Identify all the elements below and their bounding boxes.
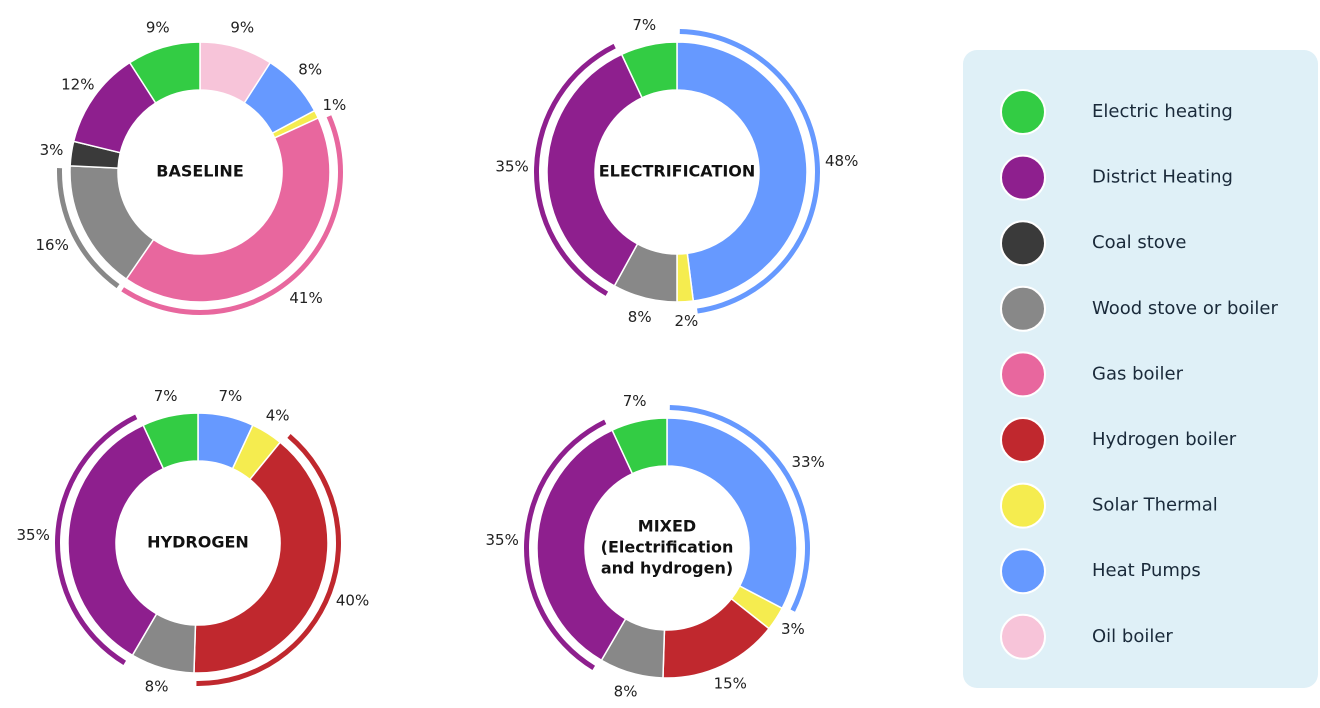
center-title: BASELINE [156,162,244,181]
value-label: 12% [61,75,94,93]
center-title: and hydrogen) [601,559,733,578]
value-label: 41% [289,289,322,307]
donut-segment [620,41,678,99]
donut-segment [67,424,165,657]
legend-label: Coal stove [1092,232,1187,253]
legend-swatch [1000,482,1046,529]
donut-segment [611,417,668,475]
value-label: 3% [40,141,64,159]
legend-label: Hydrogen boiler [1092,429,1237,450]
legend-box [963,50,1318,688]
outer-arc [57,168,120,289]
value-label: 4% [266,406,290,424]
donut-segment [546,53,644,287]
legend-swatch [1000,89,1046,135]
legend-swatch [1000,351,1046,398]
legend-label: Heat Pumps [1092,560,1201,581]
value-label: 7% [219,387,243,405]
value-label: 2% [675,312,699,330]
value-label: 7% [632,16,656,34]
value-label: 1% [323,96,347,114]
legend-label: Oil boiler [1092,626,1173,647]
legend-swatch [1000,613,1046,660]
value-label: 8% [614,683,638,701]
outer-arc [534,43,616,296]
legend-label: Solar Thermal [1092,495,1218,516]
outer-arc [54,414,138,666]
legend-label: Wood stove or boiler [1092,298,1278,319]
donut-segment [128,41,201,105]
value-label: 15% [714,675,747,693]
donut-segment [125,117,331,303]
value-label: 16% [35,236,68,254]
legend-label: District Heating [1092,167,1233,188]
value-label: 33% [791,453,824,471]
donut-segment [676,41,808,302]
value-label: 40% [336,591,369,609]
value-label: 35% [17,526,50,544]
legend-swatch [1000,154,1046,201]
value-label: 8% [145,678,169,696]
legend-swatch [1000,548,1046,595]
value-label: 35% [486,531,519,549]
value-label: 7% [623,392,647,410]
center-title: MIXED [638,517,696,536]
legend-swatch [1000,417,1046,463]
legend-swatch [1000,285,1046,332]
legend-label: Gas boiler [1092,363,1184,384]
donut-segment [666,417,798,610]
outer-arc [669,405,810,612]
value-label: 35% [495,157,528,175]
donut-segment [142,412,199,470]
value-label: 8% [298,61,322,79]
center-title: (Electrification [601,538,734,557]
center-title: HYDROGEN [147,533,249,552]
outer-arc [523,419,607,671]
value-label: 3% [781,620,805,638]
center-title: ELECTRIFICATION [599,162,756,181]
legend-label: Electric heating [1092,101,1233,122]
value-label: 9% [146,19,170,37]
value-label: 48% [825,152,858,170]
donut-segment [536,429,634,662]
legend-swatch [1000,220,1046,267]
value-label: 9% [230,19,254,37]
value-label: 7% [154,387,178,405]
donut-segment [193,441,329,674]
value-label: 8% [628,308,652,326]
